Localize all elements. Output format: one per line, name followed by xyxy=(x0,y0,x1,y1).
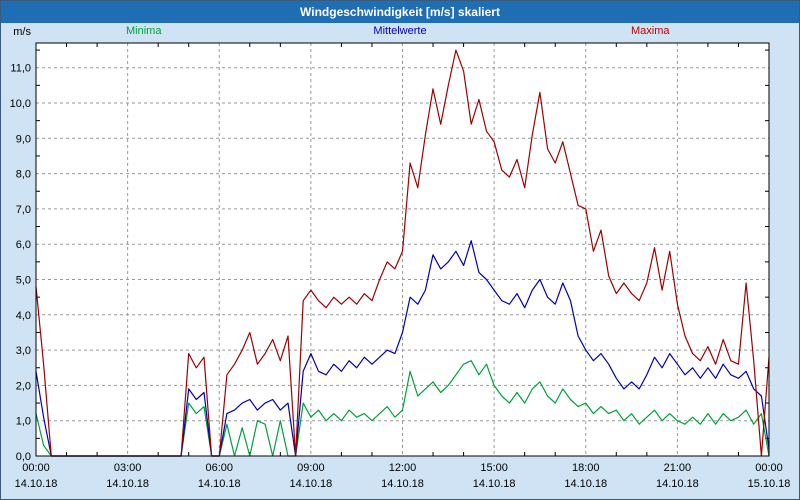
svg-text:6,0: 6,0 xyxy=(16,239,31,251)
svg-text:14.10.18: 14.10.18 xyxy=(656,478,699,490)
svg-text:14.10.18: 14.10.18 xyxy=(564,478,607,490)
window-title: Windgeschwindigkeit [m/s] skaliert xyxy=(1,1,799,23)
svg-text:14.10.18: 14.10.18 xyxy=(198,478,241,490)
chart-area: 0,0 1,0 2,0 3,0 4,0 5,0 6,0 7,0 8,0 9,0 10,0 11,0 m/… xyxy=(1,23,799,499)
wind-speed-chart: 0,0 1,0 2,0 3,0 4,0 5,0 6,0 7,0 8,0 9,0 10,0 11,0 m/… xyxy=(10,26,791,490)
svg-text:06:00: 06:00 xyxy=(205,462,233,474)
svg-text:1,0: 1,0 xyxy=(16,416,31,428)
svg-text:14.10.18: 14.10.18 xyxy=(381,478,424,490)
svg-text:2,0: 2,0 xyxy=(16,380,31,392)
svg-text:4,0: 4,0 xyxy=(16,310,31,322)
svg-text:5,0: 5,0 xyxy=(16,275,31,287)
svg-text:11,0: 11,0 xyxy=(10,63,31,75)
svg-text:09:00: 09:00 xyxy=(297,462,325,474)
svg-text:14.10.18: 14.10.18 xyxy=(473,478,516,490)
svg-text:m/s: m/s xyxy=(13,26,31,38)
chart-legend: Minima Mittelwerte Maxima xyxy=(1,25,799,41)
legend-item-minima: Minima xyxy=(126,25,162,37)
legend-item-mittelwerte: Mittelwerte xyxy=(373,25,427,37)
svg-text:0,0: 0,0 xyxy=(16,451,31,463)
svg-text:14.10.18: 14.10.18 xyxy=(15,478,58,490)
svg-text:00:00: 00:00 xyxy=(22,462,50,474)
svg-text:18:00: 18:00 xyxy=(572,462,600,474)
svg-text:21:00: 21:00 xyxy=(664,462,692,474)
legend-item-maxima: Maxima xyxy=(631,25,670,37)
svg-text:7,0: 7,0 xyxy=(16,204,31,216)
svg-text:15:00: 15:00 xyxy=(480,462,508,474)
svg-text:00:00: 00:00 xyxy=(755,462,783,474)
svg-text:8,0: 8,0 xyxy=(16,169,31,181)
svg-text:10,0: 10,0 xyxy=(10,98,31,110)
svg-text:15.10.18: 15.10.18 xyxy=(748,478,791,490)
svg-text:3,0: 3,0 xyxy=(16,345,31,357)
svg-text:03:00: 03:00 xyxy=(114,462,142,474)
svg-text:12:00: 12:00 xyxy=(389,462,417,474)
svg-text:14.10.18: 14.10.18 xyxy=(289,478,332,490)
svg-text:14.10.18: 14.10.18 xyxy=(106,478,149,490)
svg-text:9,0: 9,0 xyxy=(16,133,31,145)
